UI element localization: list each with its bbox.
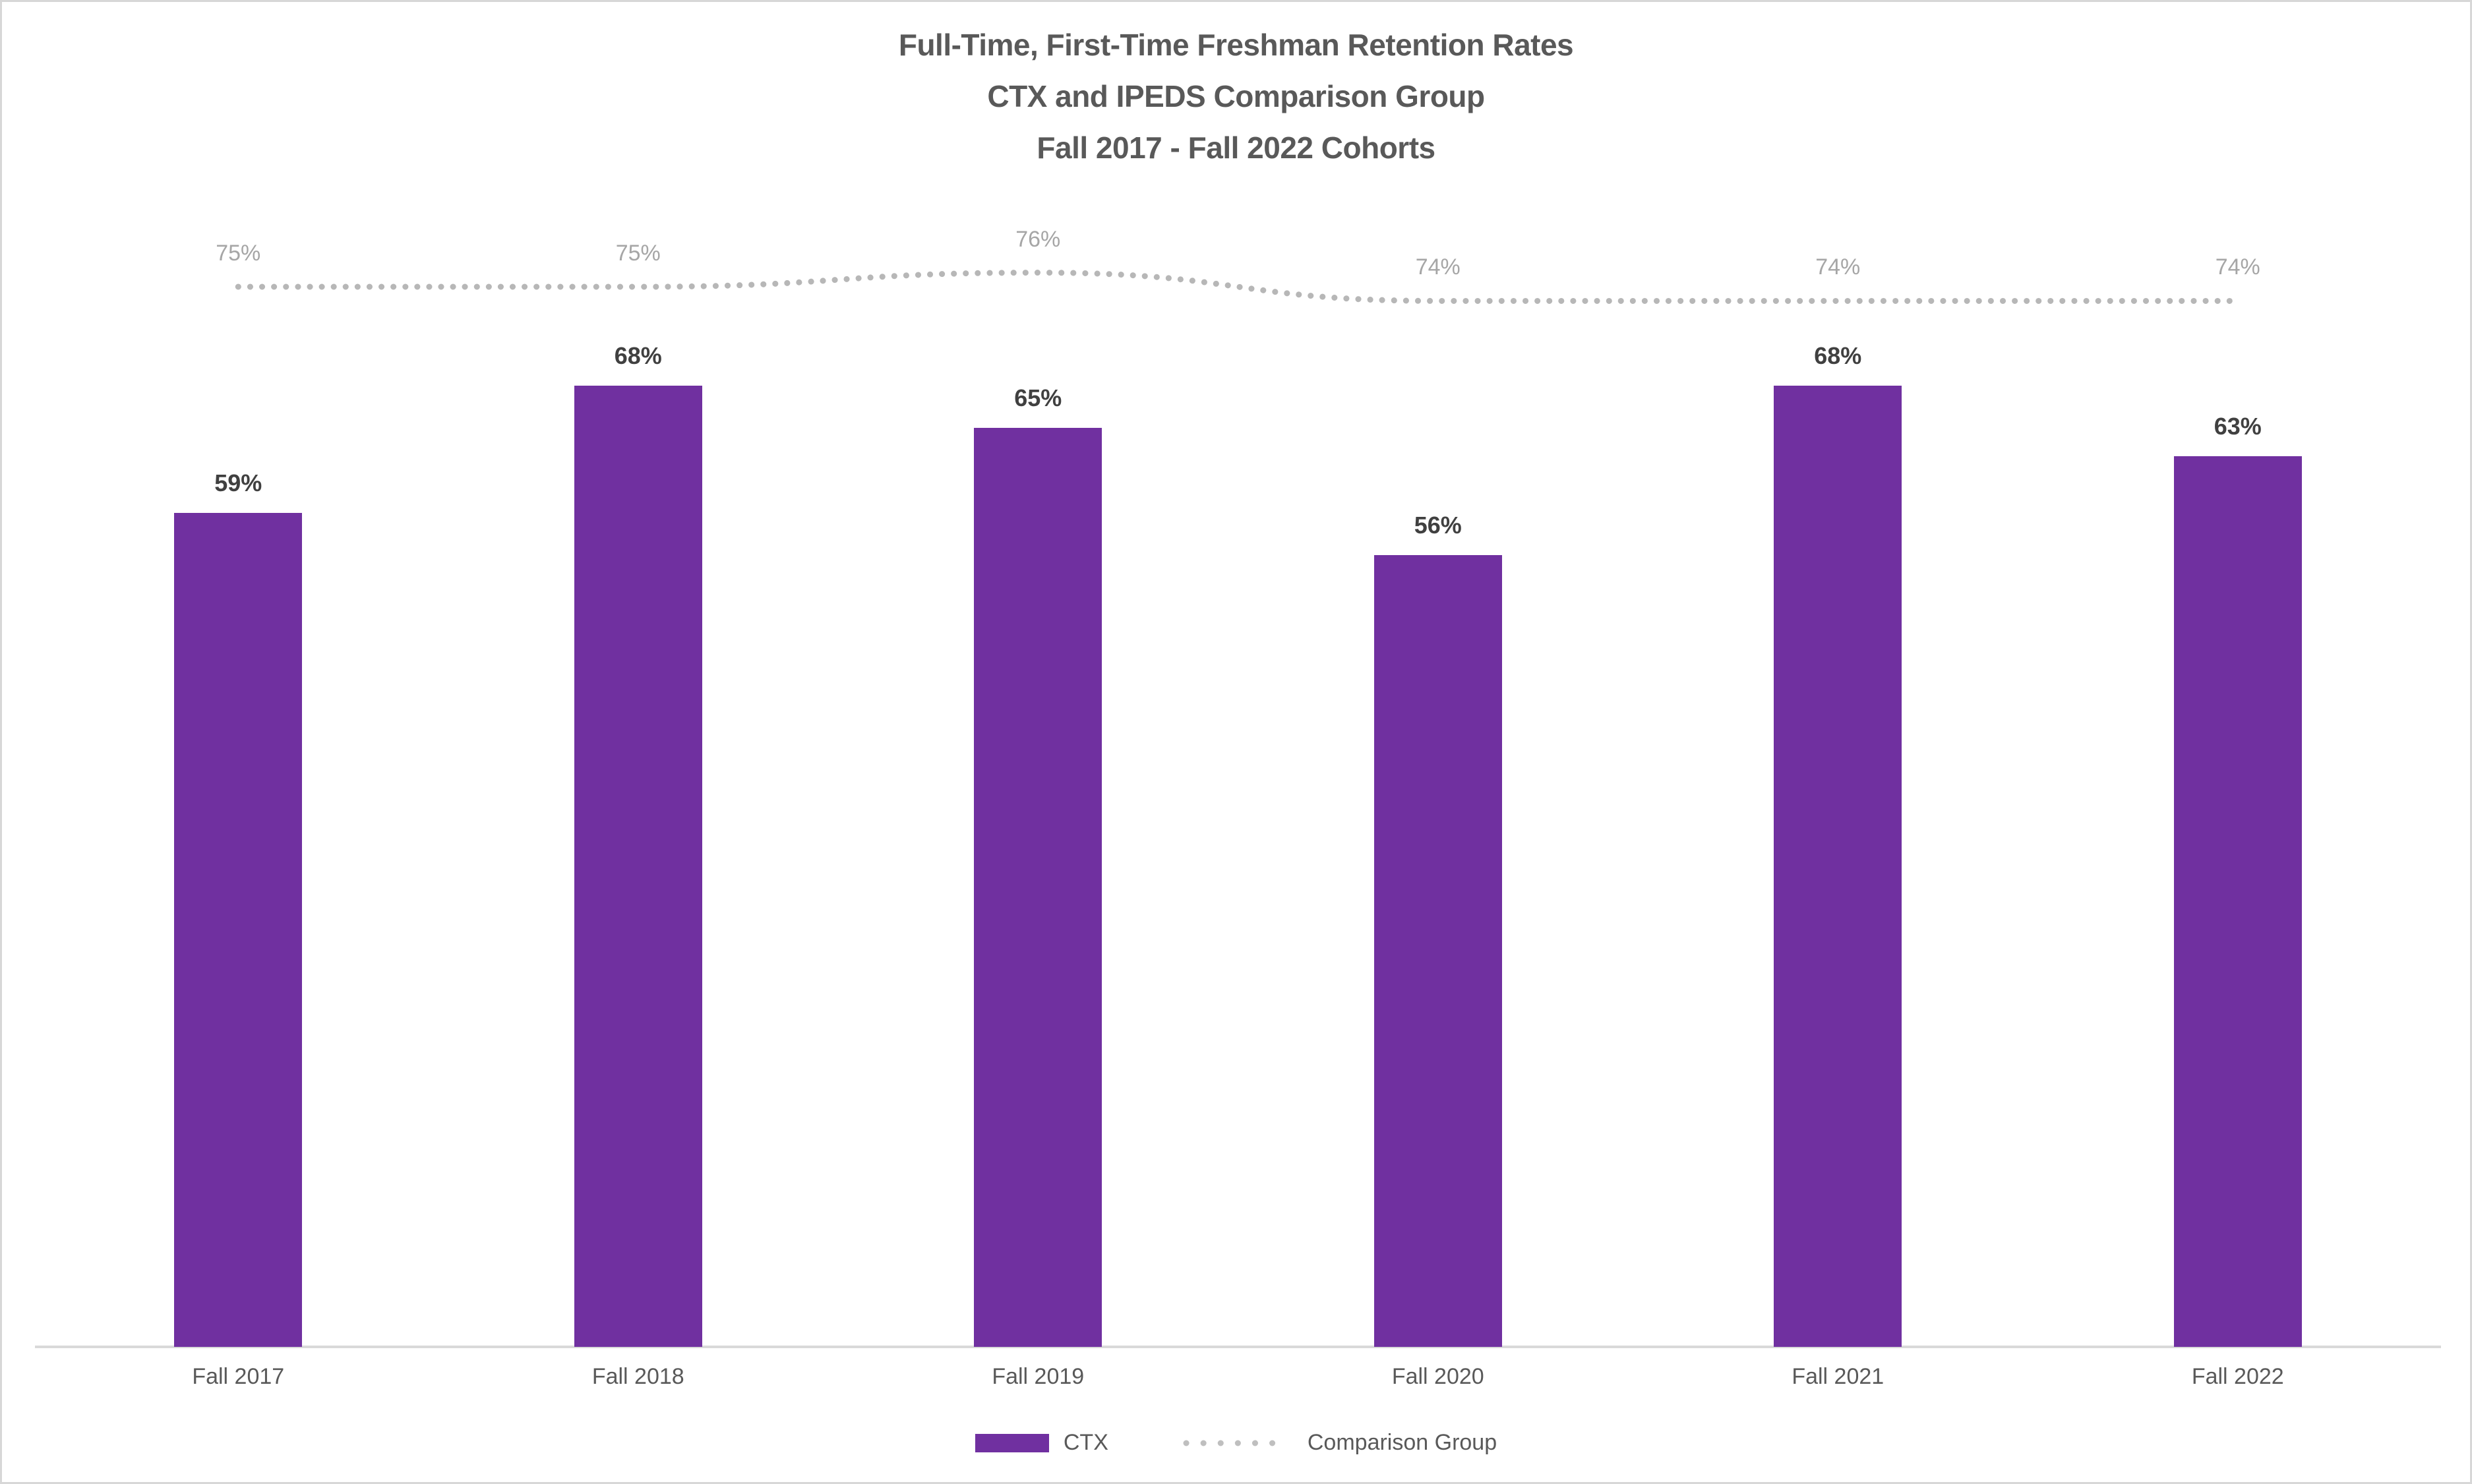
legend-label-ctx: CTX xyxy=(1063,1430,1108,1455)
x-axis-label: Fall 2020 xyxy=(1391,1364,1484,1389)
bar-value-label: 68% xyxy=(1814,342,1862,370)
legend: CTX Comparison Group xyxy=(2,1430,2470,1456)
legend-item-ctx: CTX xyxy=(975,1430,1108,1456)
bar-value-label: 68% xyxy=(614,342,662,370)
x-axis-label: Fall 2019 xyxy=(992,1364,1085,1389)
line-value-label: 74% xyxy=(1415,254,1461,280)
line-value-label: 75% xyxy=(216,241,261,266)
bar-fall-2017 xyxy=(174,513,303,1347)
bar-fall-2018 xyxy=(574,386,702,1347)
bar-fall-2022 xyxy=(2173,456,2302,1347)
bar-value-label: 59% xyxy=(214,469,262,497)
line-value-label: 75% xyxy=(615,241,661,266)
line-value-label: 74% xyxy=(1815,254,1861,280)
comparison-group-line xyxy=(235,270,2241,304)
dotted-line-swatch-icon xyxy=(1183,1440,1291,1446)
x-axis-label: Fall 2021 xyxy=(1792,1364,1884,1389)
x-axis-label: Fall 2017 xyxy=(192,1364,285,1389)
legend-label-comparison-group: Comparison Group xyxy=(1307,1430,1497,1455)
bar-value-label: 63% xyxy=(2214,413,2262,440)
bar-fall-2019 xyxy=(974,428,1102,1347)
bar-fall-2020 xyxy=(1373,555,1502,1347)
ctx-bar-swatch-icon xyxy=(975,1433,1049,1452)
x-axis-label: Fall 2018 xyxy=(591,1364,684,1389)
bar-fall-2021 xyxy=(1774,386,1902,1347)
chart-title-line-2: CTX and IPEDS Comparison Group xyxy=(987,79,1485,113)
chart-title-line-1: Full-Time, First-Time Freshman Retention… xyxy=(898,28,1574,62)
bar-value-label: 56% xyxy=(1414,512,1462,539)
x-axis-label: Fall 2022 xyxy=(2191,1364,2284,1389)
line-value-label: 74% xyxy=(2215,254,2260,280)
chart-title: Full-Time, First-Time Freshman Retention… xyxy=(2,19,2470,173)
bar-value-label: 65% xyxy=(1014,384,1062,412)
chart-title-line-3: Fall 2017 - Fall 2022 Cohorts xyxy=(1037,131,1435,165)
legend-item-comparison-group: Comparison Group xyxy=(1181,1430,1497,1456)
line-value-label: 76% xyxy=(1015,226,1061,252)
x-axis-line xyxy=(35,1346,2441,1348)
